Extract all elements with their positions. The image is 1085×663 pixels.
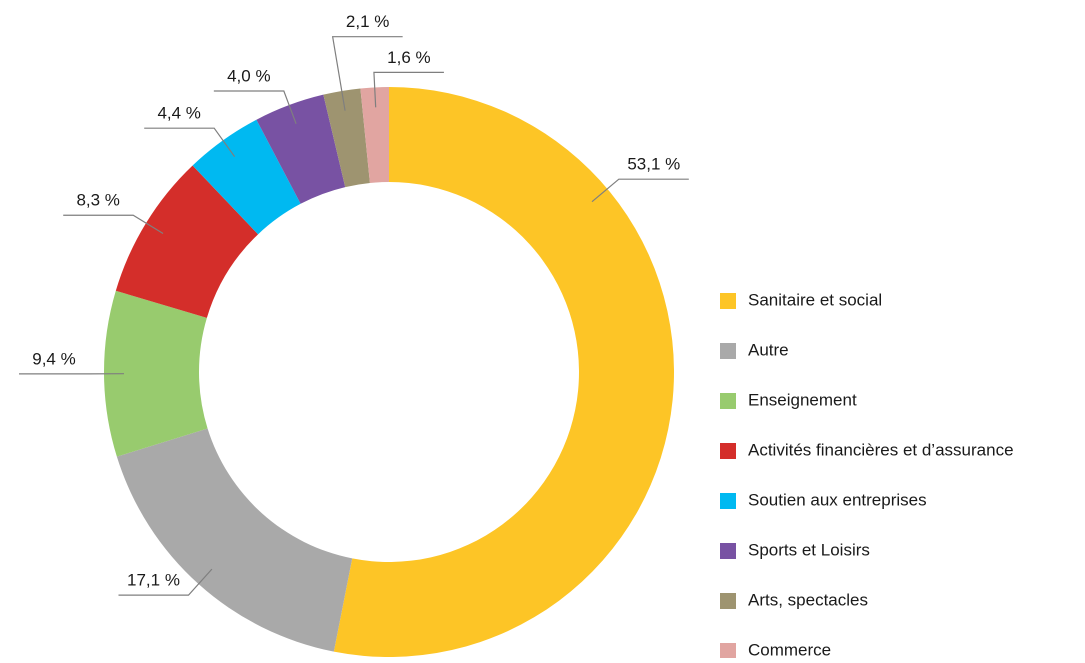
legend-label: Activités financières et d’assurance (748, 440, 1014, 459)
data-label: 9,4 % (32, 349, 75, 368)
legend-swatch (720, 543, 736, 559)
donut-slice (117, 428, 352, 651)
data-label: 8,3 % (76, 191, 119, 210)
legend-swatch (720, 393, 736, 409)
legend-label: Enseignement (748, 390, 857, 409)
legend-label: Sports et Loisirs (748, 540, 870, 559)
data-label: 2,1 % (346, 12, 389, 31)
legend-label: Soutien aux entreprises (748, 490, 927, 509)
data-label: 53,1 % (627, 155, 680, 174)
legend-label: Sanitaire et social (748, 290, 882, 309)
legend-swatch (720, 593, 736, 609)
legend-swatch (720, 493, 736, 509)
legend-label: Arts, spectacles (748, 590, 868, 609)
data-label: 4,4 % (157, 104, 200, 123)
data-label: 4,0 % (227, 67, 270, 86)
legend-swatch (720, 443, 736, 459)
data-label: 17,1 % (127, 571, 180, 590)
data-label: 1,6 % (387, 48, 430, 67)
legend-label: Autre (748, 340, 789, 359)
legend-label: Commerce (748, 640, 831, 658)
legend-swatch (720, 343, 736, 359)
legend-swatch (720, 643, 736, 658)
legend-swatch (720, 293, 736, 309)
